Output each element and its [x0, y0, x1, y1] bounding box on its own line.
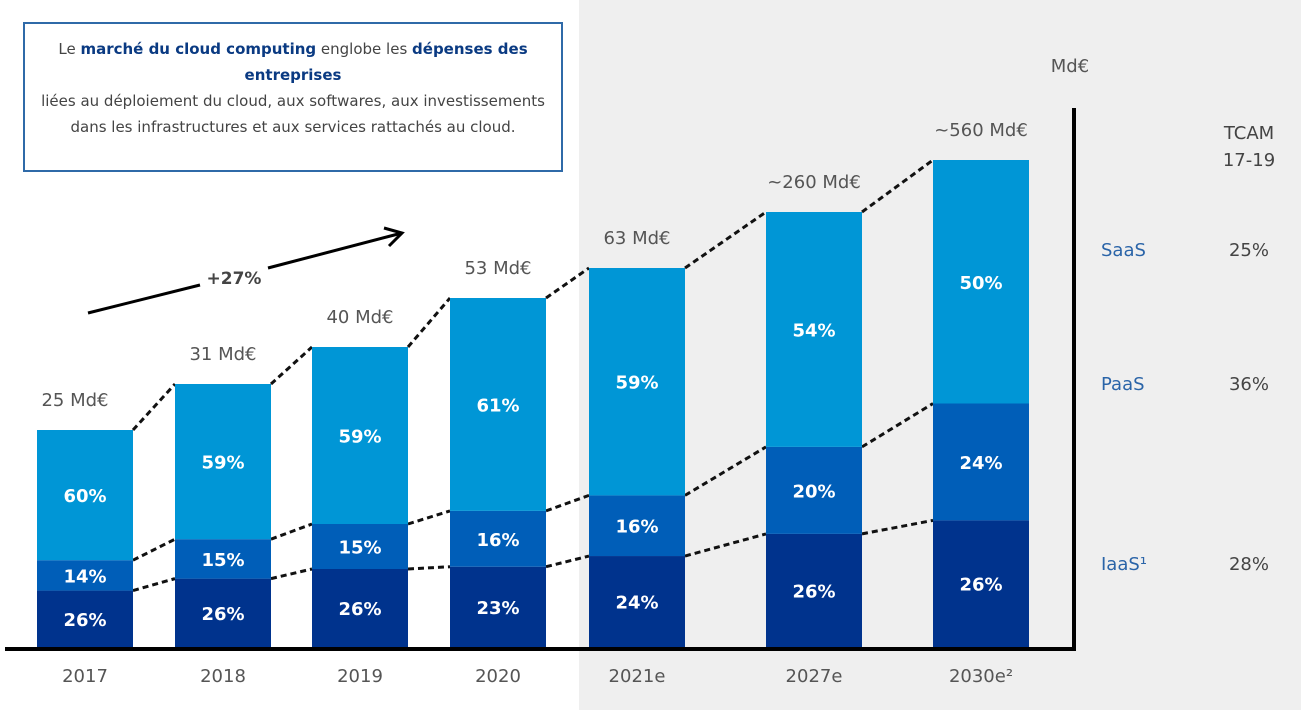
- connector-line: [269, 345, 314, 386]
- definition-box: Le marché du cloud computing englobe les…: [23, 22, 563, 172]
- segment-label: 26%: [201, 604, 244, 625]
- segment-label: 14%: [63, 566, 106, 587]
- connector-line: [132, 537, 176, 562]
- bar-segment-paas: [175, 539, 271, 579]
- connector-line: [407, 509, 451, 526]
- legend-iaas: IaaS¹: [1101, 554, 1147, 575]
- bar-segment-iaas: [312, 569, 408, 647]
- segment-label: 16%: [615, 517, 658, 538]
- total-label: 25 Md€: [41, 390, 108, 411]
- legend: IaaS¹ 28% PaaS 36% SaaS 25%: [1101, 240, 1269, 575]
- bar-segment-paas: [37, 560, 133, 591]
- connector-line: [545, 554, 590, 569]
- note-bold: marché du cloud computing: [80, 40, 317, 58]
- segment-label: 24%: [959, 453, 1002, 474]
- connector-line: [684, 445, 767, 497]
- connector-line: [270, 567, 313, 581]
- bar-segment-iaas: [933, 520, 1029, 647]
- total-label: ~260 Md€: [767, 172, 861, 193]
- segment-label: 26%: [792, 581, 835, 602]
- connector-line: [406, 297, 452, 348]
- connector-lines: [131, 158, 934, 593]
- x-tick-label: 2018: [200, 666, 246, 687]
- tcam-header: TCAM: [1223, 123, 1274, 144]
- segment-label: 26%: [63, 610, 106, 631]
- segment-label: 26%: [959, 575, 1002, 596]
- total-label: 40 Md€: [326, 307, 393, 328]
- bar-segment-iaas: [589, 556, 685, 647]
- segment-label: 20%: [792, 481, 835, 502]
- segment-label: 23%: [476, 598, 519, 619]
- segment-label: 16%: [476, 530, 519, 551]
- connector-line: [407, 565, 451, 571]
- segment-label: 15%: [201, 550, 244, 571]
- growth-label: +27%: [207, 269, 262, 289]
- segment-label: 24%: [615, 593, 658, 614]
- legend-paas: PaaS: [1101, 374, 1145, 395]
- tcam-value: 36%: [1229, 374, 1269, 395]
- connector-line: [861, 402, 934, 449]
- bar-segment-paas: [450, 510, 546, 567]
- x-tick-label: 2017: [62, 666, 108, 687]
- bar-segment-iaas: [175, 578, 271, 647]
- total-label: 53 Md€: [464, 258, 531, 279]
- connector-line: [861, 158, 934, 214]
- bar-segment-saas: [933, 160, 1029, 404]
- unit-label: Md€: [1051, 56, 1089, 77]
- connector-line: [861, 518, 934, 536]
- note-text: englobe les: [316, 40, 413, 58]
- bar-segment-saas: [37, 430, 133, 561]
- connector-line: [684, 532, 767, 558]
- bars: 26% 14% 60% 25 Md€ 2017 26% 15% 59% 31 Md€ 2018 26…: [37, 120, 1029, 687]
- bar-segment-saas: [175, 384, 271, 540]
- x-tick-label: 2027e: [786, 666, 843, 687]
- arrow-head-icon: [383, 226, 405, 248]
- segment-label: 50%: [959, 273, 1002, 294]
- segment-label: 59%: [201, 453, 244, 474]
- x-tick-label: 2020: [475, 666, 521, 687]
- tcam-value: 25%: [1229, 240, 1269, 261]
- segment-label: 59%: [615, 373, 658, 394]
- total-label: ~560 Md€: [934, 120, 1028, 141]
- connector-line: [132, 577, 176, 593]
- bar-segment-paas: [312, 524, 408, 569]
- tcam-period: 17-19: [1223, 150, 1275, 171]
- growth-arrow-line: [87, 283, 201, 315]
- x-tick-label: 2021e: [609, 666, 666, 687]
- x-tick-label: 2019: [337, 666, 383, 687]
- x-tick-label: 2030e²: [949, 666, 1013, 687]
- legend-saas: SaaS: [1101, 240, 1146, 261]
- growth-arrow-line: [267, 231, 403, 270]
- segment-label: 59%: [338, 427, 381, 448]
- segment-label: 26%: [338, 599, 381, 620]
- bar-segment-paas: [933, 403, 1029, 521]
- connector-line: [270, 522, 313, 541]
- total-label: 63 Md€: [603, 228, 670, 249]
- bar-segment-iaas: [450, 566, 546, 647]
- total-label: 31 Md€: [189, 344, 256, 365]
- connector-line: [545, 493, 590, 513]
- connector-line: [684, 210, 767, 270]
- connector-line: [545, 266, 590, 300]
- segment-label: 15%: [338, 538, 381, 559]
- segment-label: 61%: [476, 395, 519, 416]
- note-text: Le: [58, 40, 81, 58]
- bar-segment-paas: [589, 495, 685, 557]
- segment-label: 60%: [63, 486, 106, 507]
- bar-segment-saas: [766, 212, 862, 447]
- note-bold: dépenses des entreprises: [244, 40, 528, 84]
- connector-line: [131, 382, 177, 432]
- bar-segment-saas: [312, 347, 408, 524]
- bar-segment-paas: [766, 446, 862, 534]
- bar-segment-iaas: [37, 590, 133, 647]
- bar-segment-saas: [589, 268, 685, 496]
- note-text: liées au déploiement du cloud, aux softw…: [41, 92, 545, 136]
- tcam-value: 28%: [1229, 554, 1269, 575]
- segment-label: 54%: [792, 320, 835, 341]
- bar-segment-iaas: [766, 533, 862, 647]
- bar-segment-saas: [450, 298, 546, 511]
